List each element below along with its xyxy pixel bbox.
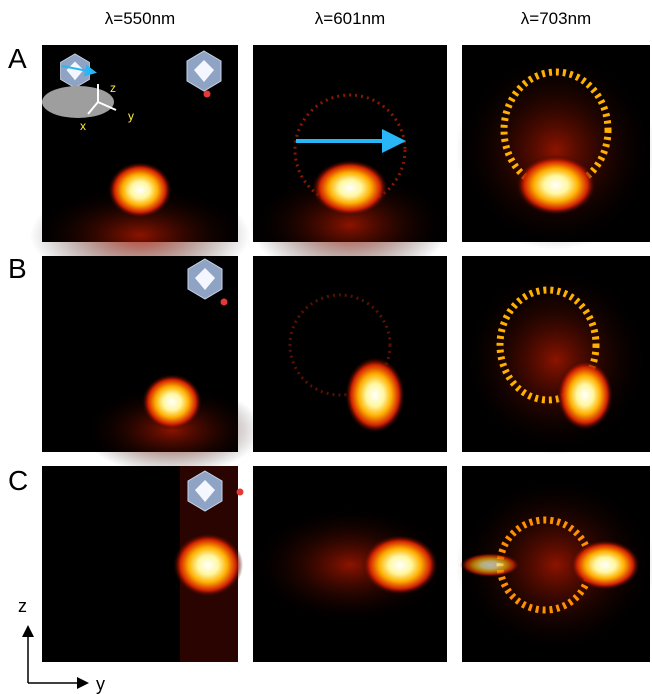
row-label: A bbox=[8, 43, 27, 74]
column-header: λ=703nm bbox=[521, 9, 591, 28]
row-label: B bbox=[8, 253, 27, 284]
axis-label: y bbox=[96, 674, 105, 694]
column-header: λ=550nm bbox=[105, 9, 175, 28]
column-header: λ=601nm bbox=[315, 9, 385, 28]
axis-label: z bbox=[18, 596, 27, 616]
panels bbox=[30, 45, 652, 662]
figure: λ=550nm λ=601nm λ=703nm A B C bbox=[0, 0, 652, 694]
inset-axis: z bbox=[110, 81, 116, 95]
inset-axis: y bbox=[128, 109, 134, 123]
inset-axis: x bbox=[80, 119, 86, 133]
row-label: C bbox=[8, 465, 28, 496]
